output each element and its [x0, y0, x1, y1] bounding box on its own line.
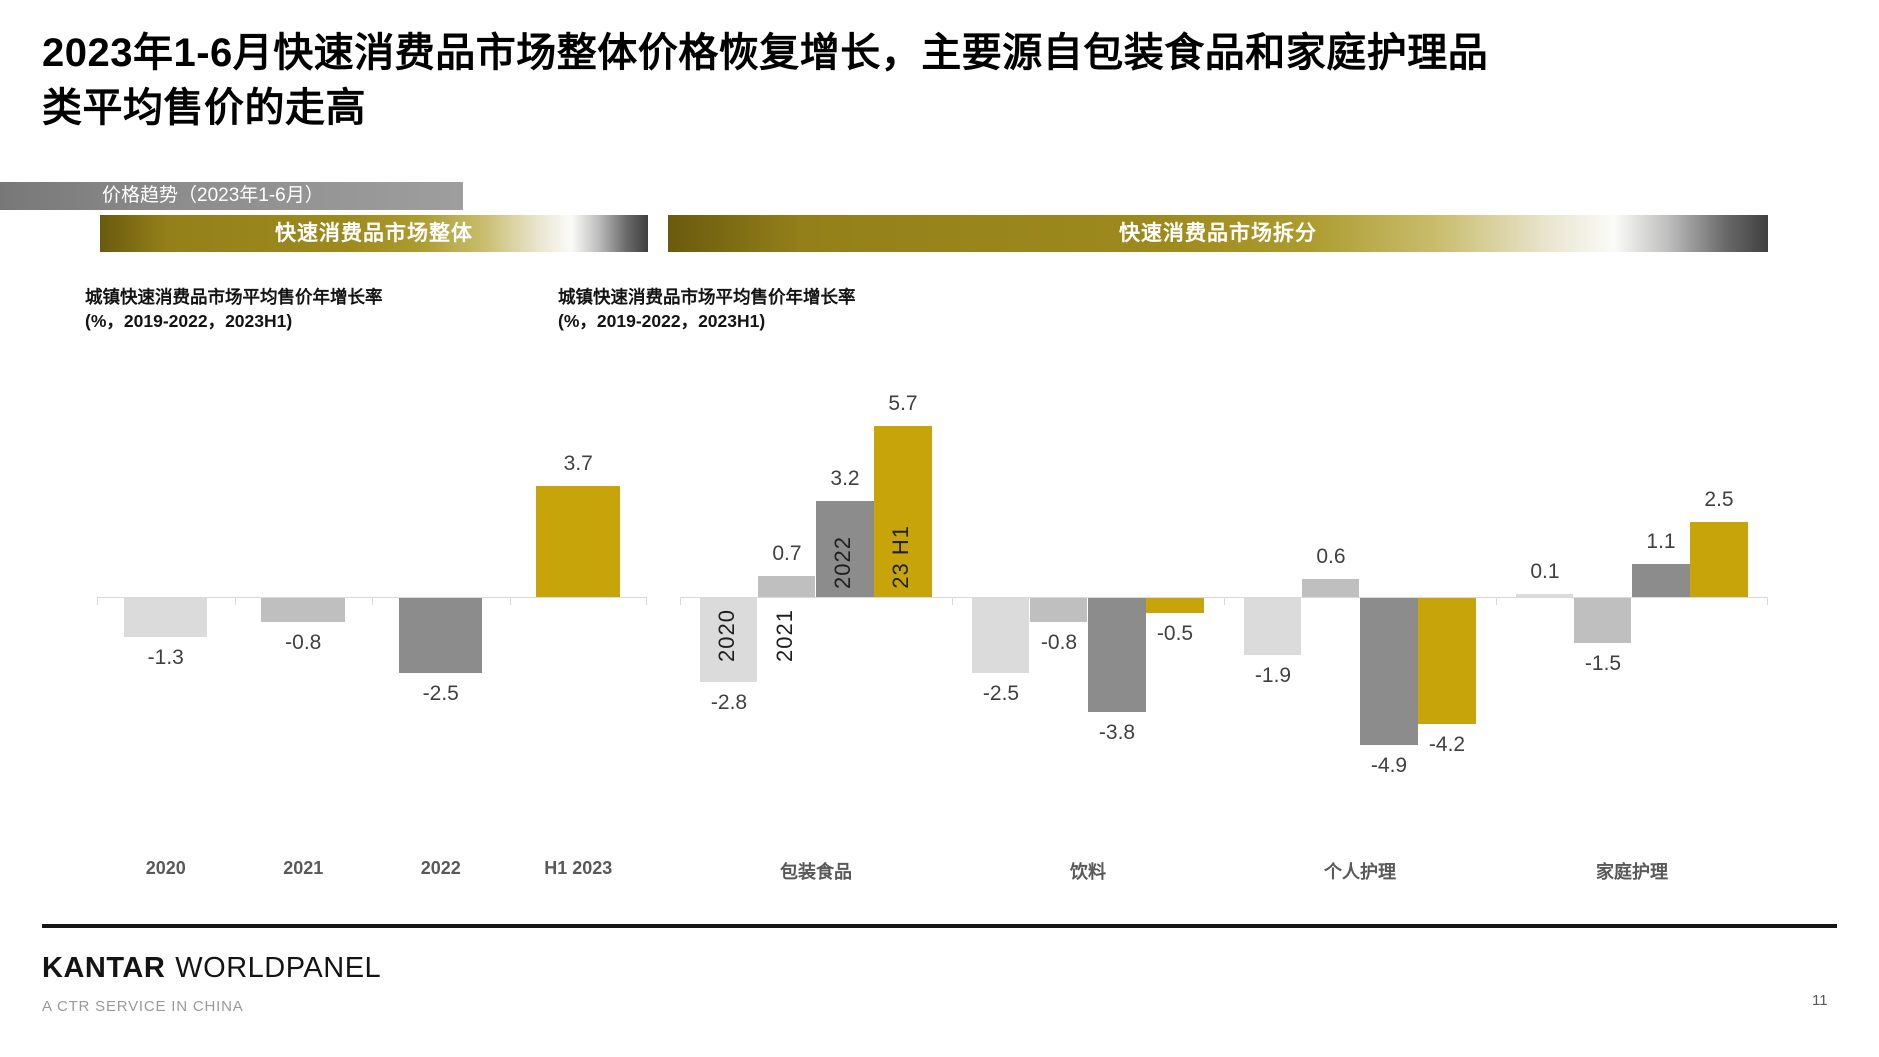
bar-家庭护理-2020 [1515, 594, 1574, 597]
series-tag-2021: 2021 [771, 609, 797, 662]
value-label-饮料-23 H1: -0.5 [1156, 622, 1194, 645]
value-label-包装食品-23 H1: 5.7 [888, 392, 918, 415]
bar-2022-2022 [398, 598, 483, 673]
x-axis-tick [1224, 597, 1225, 605]
brand-worldpanel: WORLDPANEL [175, 952, 382, 984]
brand-kantar: KANTAR [42, 952, 166, 984]
value-label-包装食品-2022: 3.2 [830, 467, 860, 490]
x-axis-tick [509, 597, 511, 605]
chart-fmcg-breakdown: -2.8 2020 0.7 2021 3.2 2022 5.7 23 H1 包装食品 -2.5 -0… [680, 330, 1768, 890]
page-number: 11 [1812, 992, 1828, 1009]
right-chart-subtitle-line1: 城镇快速消费品市场平均售价年增长率 [558, 287, 856, 307]
value-label-2020-2020: -1.3 [147, 646, 184, 669]
value-label-个人护理-2020: -1.9 [1254, 664, 1292, 687]
value-label-2022-2022: -2.5 [422, 682, 459, 705]
value-label-2021-2021: -0.8 [285, 631, 322, 654]
category-label-包装食品: 包装食品 [780, 862, 852, 882]
bar-饮料-23 H1 [1146, 598, 1204, 613]
category-label-H1 2023: H1 2023 [544, 858, 613, 878]
header-market-overall: 快速消费品市场整体 [100, 215, 648, 252]
brand-logo: KANTAR WORLDPANEL [42, 952, 381, 985]
x-axis-tick [372, 597, 373, 605]
category-label-2022: 2022 [420, 858, 461, 878]
value-label-包装食品-2020: -2.8 [710, 691, 748, 714]
x-axis-tick [1496, 597, 1497, 605]
x-axis-tick [952, 597, 953, 605]
bar-饮料-2022 [1088, 598, 1146, 712]
left-chart-subtitle-line2: (%，2019-2022，2023H1) [85, 310, 293, 331]
bar-包装食品-2021 [757, 576, 816, 597]
bar-H1 2023-H1 2023 [536, 486, 620, 597]
header-market-breakdown: 快速消费品市场拆分 [668, 215, 1768, 252]
series-tag-2020: 2020 [713, 609, 739, 662]
bar-个人护理-2020 [1243, 598, 1302, 655]
x-axis-tick [646, 597, 647, 605]
value-label-饮料-2021: -0.8 [1040, 631, 1078, 654]
value-label-家庭护理-2022: 1.1 [1646, 530, 1676, 553]
x-axis-tick [234, 597, 236, 605]
x-axis-tick [1767, 597, 1768, 605]
section-banner: 价格趋势（2023年1-6月） [0, 182, 463, 210]
bar-包装食品-23 H1 [874, 426, 932, 597]
right-chart-subtitle-line2: (%，2019-2022，2023H1) [558, 310, 766, 331]
page-title: 2023年1-6月快速消费品市场整体价格恢复增长，主要源自包装食品和家庭护理品类… [42, 31, 1489, 131]
value-label-个人护理-2021: 0.6 [1316, 545, 1346, 568]
value-label-饮料-2022: -3.8 [1098, 721, 1136, 744]
bar-2021-2021 [261, 598, 345, 622]
right-chart-subtitle: 城镇快速消费品市场平均售价年增长率 (%，2019-2022，2023H1) [558, 286, 856, 333]
bar-家庭护理-2022 [1632, 564, 1690, 597]
bar-饮料-2020 [971, 598, 1030, 673]
category-label-2020: 2020 [145, 858, 186, 878]
brand-tagline: A CTR SERVICE IN CHINA [42, 998, 244, 1015]
left-chart-subtitle-line1: 城镇快速消费品市场平均售价年增长率 [85, 287, 383, 307]
bar-家庭护理-23 H1 [1690, 522, 1748, 597]
footer-divider [42, 924, 1837, 928]
chart-fmcg-overall: -1.3 2020 -0.8 2021 -2.5 2022 3.7 H1 2023 [97, 330, 647, 890]
bar-2020-2020 [123, 598, 208, 637]
bar-饮料-2021 [1029, 598, 1088, 622]
category-label-家庭护理: 家庭护理 [1596, 862, 1668, 882]
value-label-饮料-2020: -2.5 [982, 682, 1020, 705]
bar-个人护理-2021 [1301, 579, 1360, 597]
bar-个人护理-23 H1 [1418, 598, 1476, 724]
value-label-家庭护理-23 H1: 2.5 [1704, 488, 1734, 511]
value-label-个人护理-2022: -4.9 [1370, 754, 1408, 777]
value-label-H1 2023-H1 2023: 3.7 [563, 452, 593, 475]
series-tag-23 H1: 23 H1 [888, 525, 913, 589]
bar-个人护理-2022 [1360, 598, 1418, 745]
value-label-家庭护理-2020: 0.1 [1530, 560, 1560, 583]
category-label-个人护理: 个人护理 [1324, 862, 1396, 882]
series-tag-2022: 2022 [830, 536, 855, 589]
x-axis-tick [680, 597, 681, 605]
category-label-饮料: 饮料 [1070, 862, 1106, 882]
x-axis-tick [97, 597, 98, 605]
bar-包装食品-2022 [816, 501, 874, 597]
value-label-家庭护理-2021: -1.5 [1584, 652, 1622, 675]
bar-家庭护理-2021 [1573, 598, 1632, 643]
left-chart-subtitle: 城镇快速消费品市场平均售价年增长率 (%，2019-2022，2023H1) [85, 286, 383, 333]
value-label-包装食品-2021: 0.7 [772, 542, 802, 565]
category-label-2021: 2021 [283, 858, 324, 878]
bar-包装食品-2020 [699, 598, 758, 682]
value-label-个人护理-23 H1: -4.2 [1428, 733, 1466, 756]
